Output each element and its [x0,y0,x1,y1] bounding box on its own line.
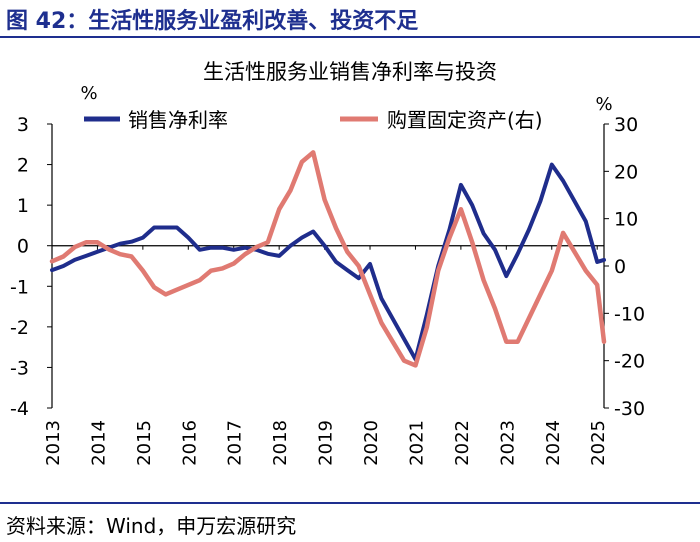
left-tick-label: -2 [10,317,29,339]
left-tick-label: 3 [17,114,29,136]
x-tick-label: 2023 [497,420,518,466]
left-axis-unit: % [80,83,97,104]
x-tick-label: 2025 [588,420,609,466]
x-tick-label: 2020 [361,420,382,466]
left-tick-label: 0 [17,236,29,258]
right-tick-label: 20 [614,161,638,183]
left-tick-label: -4 [10,398,29,420]
x-tick-label: 2013 [43,420,64,466]
left-tick-label: 2 [17,155,29,177]
x-tick-label: 2016 [179,420,200,466]
x-tick-label: 2014 [88,420,109,466]
x-tick-label: 2024 [543,420,564,466]
x-tick-label: 2022 [452,420,473,466]
x-tick-label: 2018 [270,420,291,466]
legend: 销售净利率 购置固定资产(右) [84,108,543,132]
source-note: 资料来源：Wind，申万宏源研究 [6,514,297,538]
right-axis-unit: % [595,94,612,115]
series-line-fixed-assets [49,150,607,368]
x-tick-label: 2017 [225,420,246,466]
right-tick-label: 0 [614,256,626,278]
legend-label-net-margin: 销售净利率 [128,108,228,132]
bottom-divider [0,502,700,504]
right-tick-label: -10 [614,303,645,325]
left-tick-label: 1 [17,195,29,217]
figure-title: 图 42：生活性服务业盈利改善、投资不足 [6,9,419,34]
left-tick-label: -3 [10,357,29,379]
series-layer [49,150,607,368]
right-tick-label: 30 [614,114,638,136]
right-tick-label: -30 [614,398,645,420]
series-line-net-margin [50,162,606,362]
left-tick-label: -1 [10,276,29,298]
right-tick-label: -20 [614,351,645,373]
right-tick-label: 10 [614,209,638,231]
legend-label-fixed-assets: 购置固定资产(右) [387,108,543,132]
x-tick-label: 2019 [316,420,337,466]
chart: 生活性服务业销售净利率与投资 % % 销售净利率 购置固定资产(右) 3210-… [10,60,645,466]
x-tick-label: 2021 [406,420,427,466]
chart-title: 生活性服务业销售净利率与投资 [203,60,497,84]
x-tick-label: 2015 [134,420,155,466]
top-divider [0,36,700,38]
